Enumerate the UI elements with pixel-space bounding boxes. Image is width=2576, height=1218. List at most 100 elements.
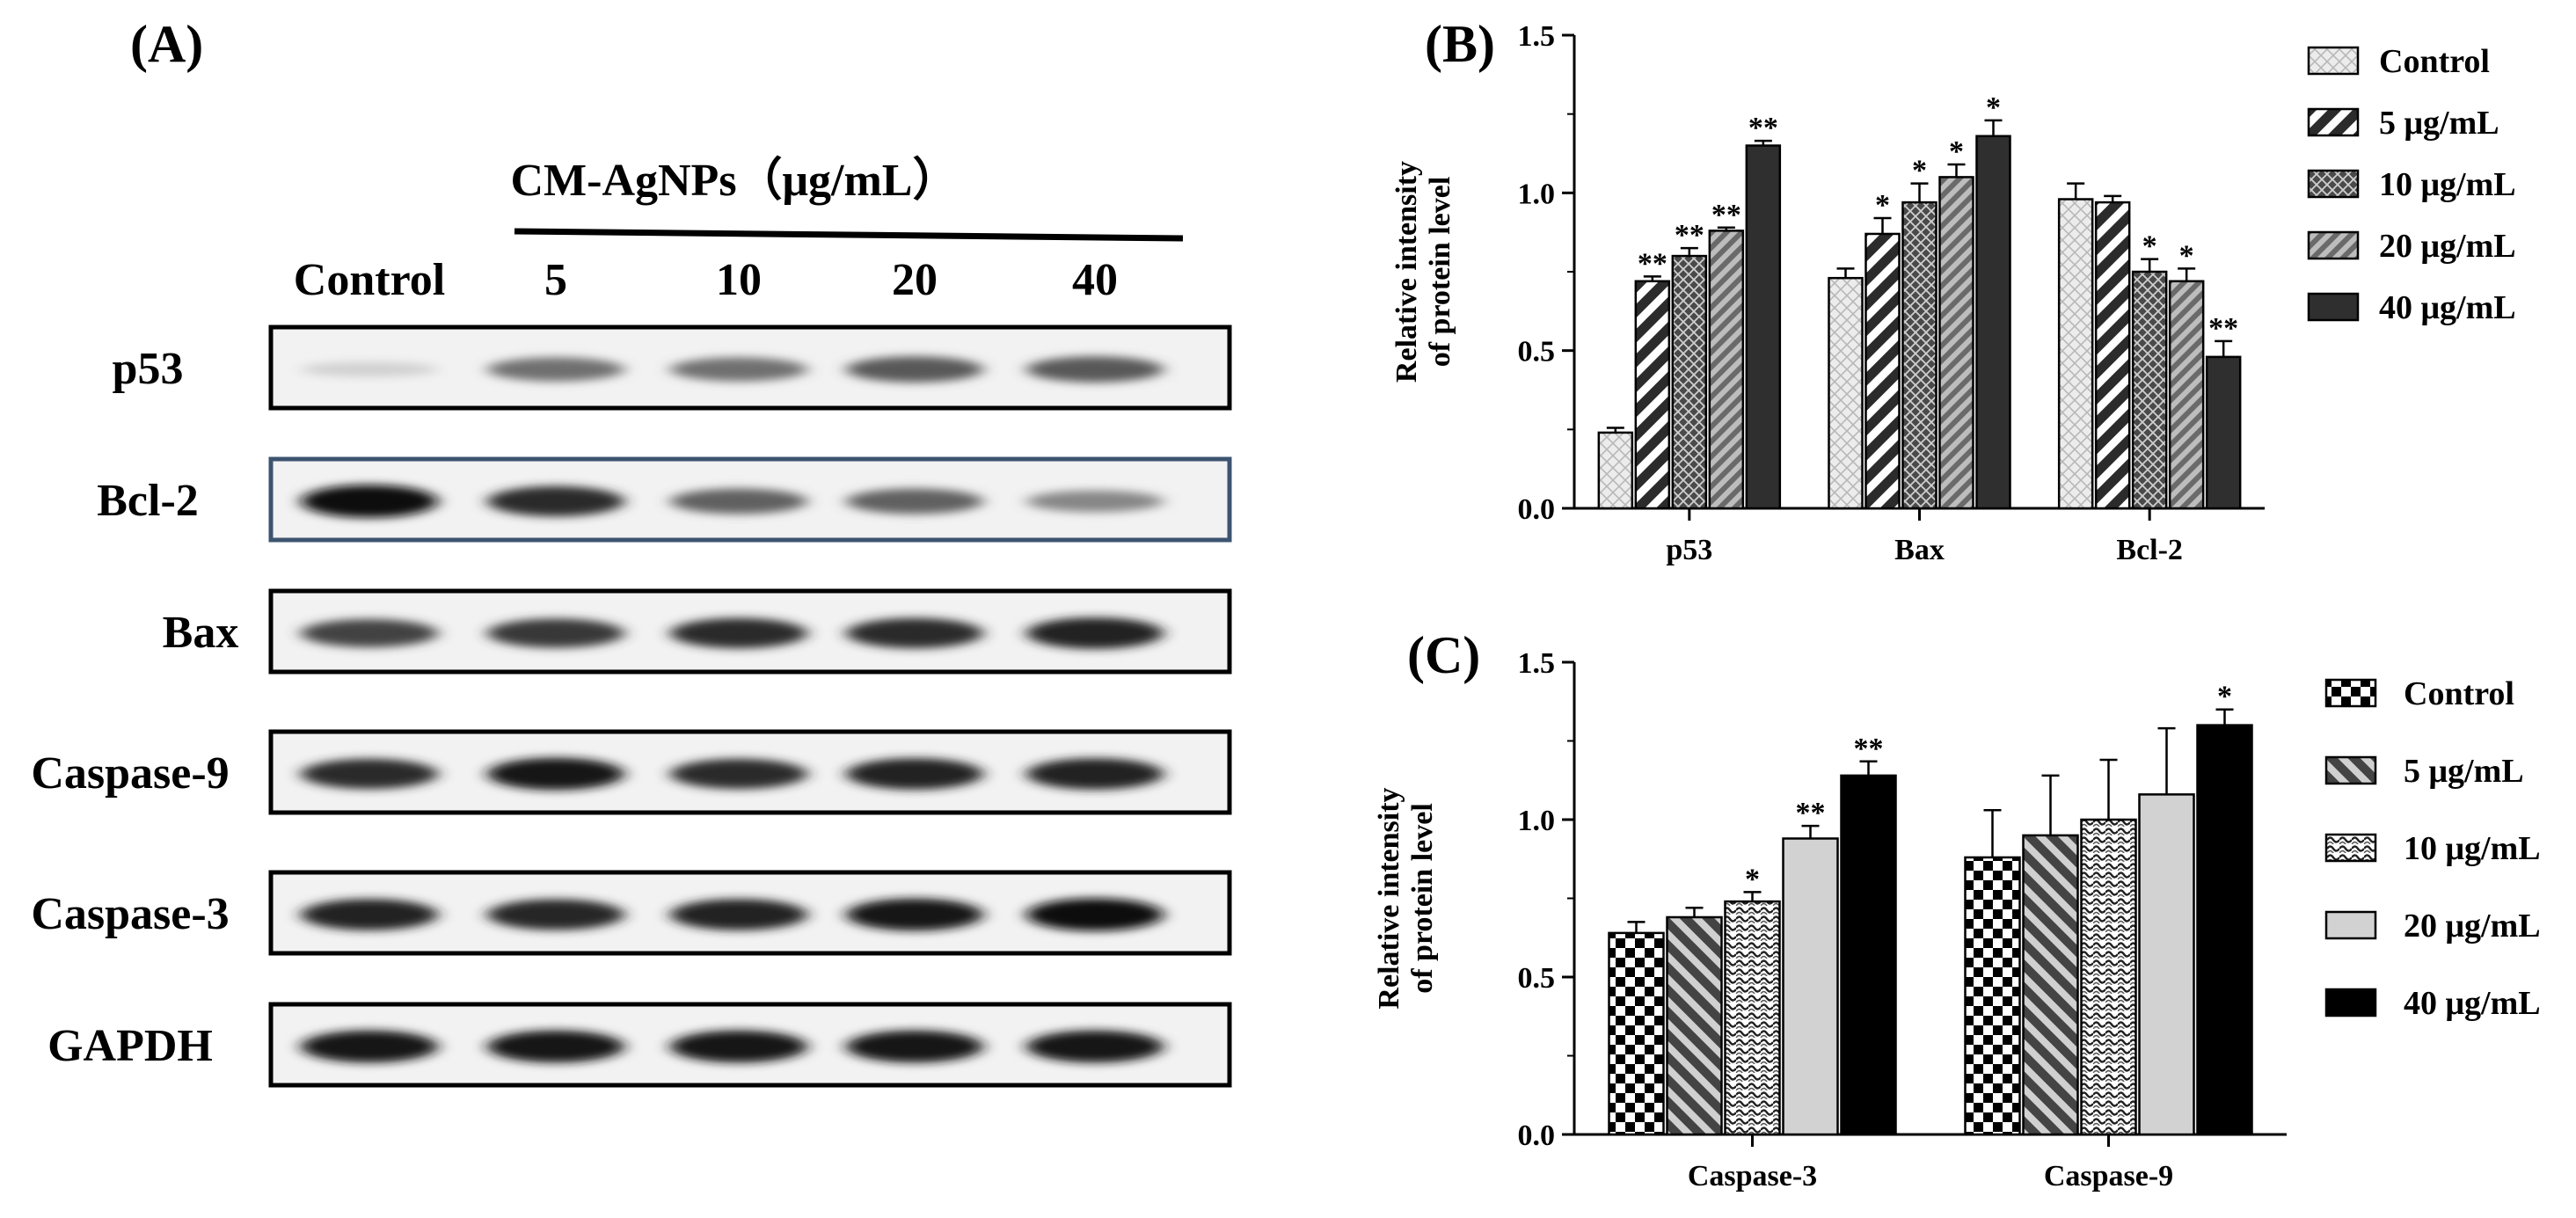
legend-swatch-control: [2307, 46, 2360, 76]
band-gapdh-control: [301, 1030, 438, 1063]
lane-label-5: 5: [544, 255, 567, 305]
band-caspase-9-20: [846, 758, 983, 790]
significance-mark: *: [1745, 863, 1760, 895]
blot-row-gapdh: GAPDH: [47, 1002, 1232, 1088]
legend-label-5-g-ml: 5 μg/mL: [2404, 753, 2524, 790]
chart-b: (B) 0.0 0.5 1.0 1.5 Relative intensity of pro…: [1390, 15, 2516, 566]
significance-mark: **: [2208, 312, 2238, 345]
blot-label-p53: p53: [113, 344, 184, 394]
bar-bax-5-g-ml: [1864, 232, 1901, 510]
band-caspase-3-control: [301, 899, 438, 930]
significance-mark: *: [1875, 189, 1890, 222]
bar-bcl-2-control: [2057, 198, 2094, 510]
significance-mark: *: [2179, 239, 2194, 272]
x-tick-label-bax: Bax: [1894, 534, 1945, 566]
y-axis-label-line-2: of protein level: [1406, 803, 1439, 994]
blot-label-caspase-9: Caspase-9: [31, 748, 229, 799]
band-bax-10: [670, 617, 807, 649]
bar-bax-40-g-ml: [1975, 135, 2011, 510]
bar-caspase-3-40-g-ml: [1840, 774, 1897, 1136]
bar-caspase-3-5-g-ml: [1666, 915, 1723, 1136]
lane-label-20: 20: [892, 255, 938, 305]
y-tick-label: 1.0: [1518, 805, 1556, 837]
band-gapdh-40: [1026, 1030, 1164, 1063]
y-axis-label-line-1: Relative intensity: [1390, 161, 1423, 383]
legend-swatch-5-g-ml: [2307, 107, 2360, 137]
legend-swatch-20-g-ml: [2307, 230, 2360, 260]
significance-mark: *: [1949, 135, 1964, 168]
x-tick-label-caspase-3: Caspase-3: [1688, 1160, 1817, 1192]
bar-p53-20-g-ml: [1708, 230, 1745, 510]
band-caspase-3-10: [670, 899, 807, 930]
band-bax-40: [1026, 617, 1164, 649]
bar-p53-control: [1597, 431, 1634, 510]
lane-label-10: 10: [716, 255, 762, 305]
bar-caspase-9-40-g-ml: [2196, 724, 2253, 1136]
bar-caspase-9-10-g-ml: [2080, 818, 2137, 1136]
panel-c-label: (C): [1407, 626, 1480, 684]
significance-mark: **: [1675, 219, 1704, 252]
legend-label-40-g-ml: 40 μg/mL: [2404, 985, 2541, 1022]
panel-b-label: (B): [1425, 15, 1495, 73]
band-caspase-9-control: [301, 758, 438, 790]
bar-p53-10-g-ml: [1671, 254, 1708, 510]
band-caspase-9-40: [1026, 758, 1164, 790]
significance-mark: **: [1854, 733, 1884, 765]
blot-row-caspase-9: Caspase-9: [31, 729, 1232, 815]
significance-mark: *: [2142, 230, 2157, 263]
bar-bcl-2-20-g-ml: [2168, 280, 2205, 510]
band-caspase-3-40: [1026, 898, 1164, 931]
blot-label-bcl-2: Bcl-2: [97, 476, 199, 526]
band-bcl-2-5: [487, 485, 624, 517]
panel-a-label: (A): [130, 15, 203, 73]
significance-mark: *: [2217, 681, 2232, 713]
x-tick-label-caspase-9: Caspase-9: [2044, 1160, 2173, 1192]
blot-rows: p53 Bcl-2 Bax Caspase-9 Caspase-3 GAPDH: [31, 325, 1232, 1088]
legend-label-control: Control: [2404, 675, 2514, 712]
significance-mark: *: [1986, 91, 2001, 124]
blot-row-bax: Bax: [163, 588, 1232, 675]
x-tick-label-p53: p53: [1666, 534, 1712, 566]
band-bax-5: [487, 618, 624, 648]
y-axis-label-line-1: Relative intensity: [1373, 787, 1405, 1009]
y-tick-label: 1.5: [1518, 20, 1556, 53]
y-tick-label: 0.5: [1518, 336, 1556, 368]
band-bcl-2-control: [301, 485, 438, 518]
bar-bcl-2-5-g-ml: [2094, 201, 2131, 510]
legend-swatch-40-g-ml: [2307, 292, 2360, 322]
band-bcl-2-40: [1026, 490, 1164, 513]
bar-caspase-3-20-g-ml: [1782, 837, 1839, 1136]
legend-label-10-g-ml: 10 μg/mL: [2404, 830, 2541, 867]
y-tick-label: 1.0: [1518, 178, 1556, 210]
band-bcl-2-20: [846, 488, 983, 514]
bar-bax-20-g-ml: [1938, 176, 1974, 510]
significance-mark: *: [1912, 155, 1927, 187]
legend-label-20-g-ml: 20 μg/mL: [2404, 908, 2541, 944]
bar-caspase-9-5-g-ml: [2022, 834, 2079, 1136]
band-p53-control: [301, 361, 438, 377]
band-bcl-2-10: [670, 488, 807, 514]
significance-mark: **: [1638, 247, 1667, 280]
band-p53-40: [1026, 356, 1164, 383]
y-tick-label: 0.0: [1518, 493, 1556, 526]
lane-label-40: 40: [1072, 255, 1118, 305]
bar-bcl-2-10-g-ml: [2131, 270, 2168, 510]
significance-mark: **: [1796, 797, 1826, 829]
legend-label-5-g-ml: 5 μg/mL: [2379, 105, 2499, 142]
blot-label-caspase-3: Caspase-3: [31, 889, 229, 939]
bar-bax-control: [1828, 276, 1864, 510]
significance-mark: **: [1748, 112, 1778, 144]
legend-label-40-g-ml: 40 μg/mL: [2379, 289, 2516, 326]
band-caspase-3-20: [846, 898, 983, 931]
bar-p53-40-g-ml: [1745, 144, 1782, 510]
band-gapdh-10: [670, 1030, 807, 1063]
band-p53-20: [846, 356, 983, 383]
bar-caspase-9-control: [1964, 856, 2021, 1136]
legend-swatch-10-g-ml: [2307, 169, 2360, 199]
western-blot-panel: (A) CM-AgNPs（μg/mL） Control 5 10 20 40 p53 Bc…: [31, 15, 1232, 1088]
bar-caspase-9-20-g-ml: [2138, 793, 2195, 1136]
blot-row-bcl-2: Bcl-2: [97, 456, 1232, 543]
y-axis-label-line-2: of protein level: [1424, 177, 1456, 368]
legend-label-20-g-ml: 20 μg/mL: [2379, 228, 2516, 265]
